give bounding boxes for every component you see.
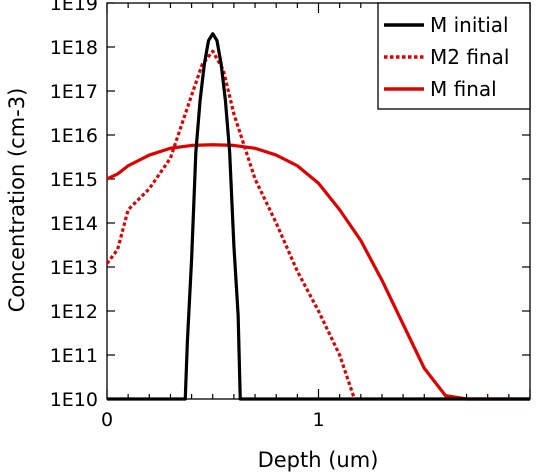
y-tick-labels: 1E10 1E11 1E12 1E13 1E14 1E15 1E16 1E17 1E18 1E19 [50, 0, 98, 411]
y-tick-label: 1E12 [50, 301, 98, 323]
y-tick-label: 1E16 [50, 125, 98, 147]
series-line-m-final [106, 143, 530, 401]
series-line-m2-final [105, 49, 356, 400]
legend: M initial M2 final M final [377, 2, 531, 110]
y-axis-label: Concentration (cm-3) [5, 88, 29, 313]
y-tick-label: 1E15 [50, 169, 98, 191]
y-tick-label: 1E11 [50, 345, 98, 367]
series-layer [105, 32, 530, 401]
y-tick-label: 1E17 [50, 81, 98, 103]
ticks [106, 2, 531, 400]
x-tick-label: 1 [312, 409, 324, 431]
y-tick-label: 1E19 [50, 0, 98, 15]
legend-label: M initial [430, 13, 509, 37]
y-tick-label: 1E10 [50, 389, 98, 411]
legend-label: M2 final [430, 45, 509, 69]
y-tick-label: 1E13 [50, 257, 98, 279]
legend-label: M final [430, 77, 497, 101]
y-tick-label: 1E18 [50, 37, 98, 59]
series-line-m-initial [107, 32, 530, 401]
y-tick-label: 1E14 [50, 213, 98, 235]
x-tick-label: 0 [101, 409, 113, 431]
x-axis-label: Depth (um) [258, 448, 379, 472]
